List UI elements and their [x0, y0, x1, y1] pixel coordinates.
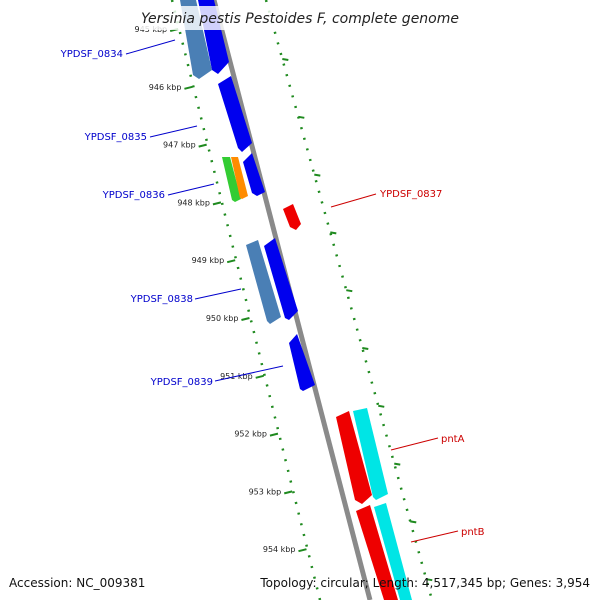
tick-mark: [226, 259, 236, 264]
dotted-tracks: [170, 0, 434, 600]
gene-label-ypdsf-0835[interactable]: YPDSF_0835: [84, 132, 147, 143]
tick-label: 954 kbp: [263, 545, 296, 554]
gene-ypdsf-0838-steel[interactable]: [246, 240, 281, 324]
gene-pntB-cyan[interactable]: [374, 503, 412, 600]
outer-tick-mark: [426, 578, 433, 582]
gene-ypdsf-0839[interactable]: [289, 334, 315, 391]
title-backdrop: [140, 6, 460, 30]
tick-mark: [241, 317, 250, 321]
tick-mark: [198, 143, 207, 148]
gene-ypdsf-0836-green[interactable]: [222, 157, 241, 202]
tick-label: 947 kbp: [163, 141, 196, 150]
gene-label-ypdsf-0834[interactable]: YPDSF_0834: [60, 49, 123, 60]
tick-mark: [255, 374, 264, 379]
gene-ypdsf-0836-orange[interactable]: [231, 157, 248, 199]
outer-tick-mark: [362, 347, 369, 350]
gene-label-ypdsf-0836[interactable]: YPDSF_0836: [102, 190, 165, 201]
outer-tick-mark: [378, 404, 385, 408]
outer-tick-mark: [346, 289, 353, 293]
gene-labels: YPDSF_0834 YPDSF_0835 YPDSF_0836 YPDSF_0…: [60, 49, 485, 538]
tick-label: 948 kbp: [177, 198, 210, 207]
inner-dotted-track: [170, 0, 322, 600]
gene-label-ypdsf-0839[interactable]: YPDSF_0839: [150, 377, 213, 388]
tick-mark: [269, 432, 279, 437]
tick-label: 946 kbp: [149, 83, 182, 92]
gene-ypdsf-0838-blue[interactable]: [264, 238, 298, 320]
genome-summary-text: Topology: circular; Length: 4,517,345 bp…: [260, 576, 590, 590]
gene-pntA-red[interactable]: [336, 411, 372, 504]
outer-tick-mark: [282, 58, 289, 61]
tick-mark: [283, 490, 293, 495]
outer-tick-mark: [298, 115, 305, 119]
tick-label: 950 kbp: [206, 314, 239, 323]
gene-label-pntA[interactable]: pntA: [441, 434, 465, 445]
gene-pntB-red[interactable]: [356, 505, 398, 600]
gene-features: [180, 0, 412, 600]
tick-mark: [184, 85, 193, 90]
outer-tick-mark: [330, 231, 337, 235]
label-leader-lines: [125, 39, 459, 543]
gene-label-pntB[interactable]: pntB: [461, 527, 485, 538]
tick-mark: [298, 548, 307, 553]
tick-label: 949 kbp: [192, 256, 225, 265]
outer-tick-mark: [394, 462, 401, 466]
gene-ypdsf-0837[interactable]: [283, 204, 301, 230]
gene-pntA-cyan[interactable]: [353, 408, 388, 500]
tick-mark: [212, 201, 222, 206]
gene-label-ypdsf-0837[interactable]: YPDSF_0837: [379, 189, 442, 200]
tick-label: 952 kbp: [234, 430, 267, 439]
gene-label-ypdsf-0838[interactable]: YPDSF_0838: [130, 294, 193, 305]
gene-ypdsf-0836-blue[interactable]: [243, 153, 265, 196]
outer-tick-mark: [314, 173, 321, 177]
map-title: Yersinia pestis Pestoides F, complete ge…: [141, 11, 459, 27]
outer-dotted-track: [264, 0, 434, 600]
tick-label: 953 kbp: [249, 487, 282, 496]
accession-text: Accession: NC_009381: [9, 576, 146, 590]
gene-ypdsf-0835[interactable]: [218, 76, 252, 152]
outer-tick-mark: [410, 520, 417, 524]
